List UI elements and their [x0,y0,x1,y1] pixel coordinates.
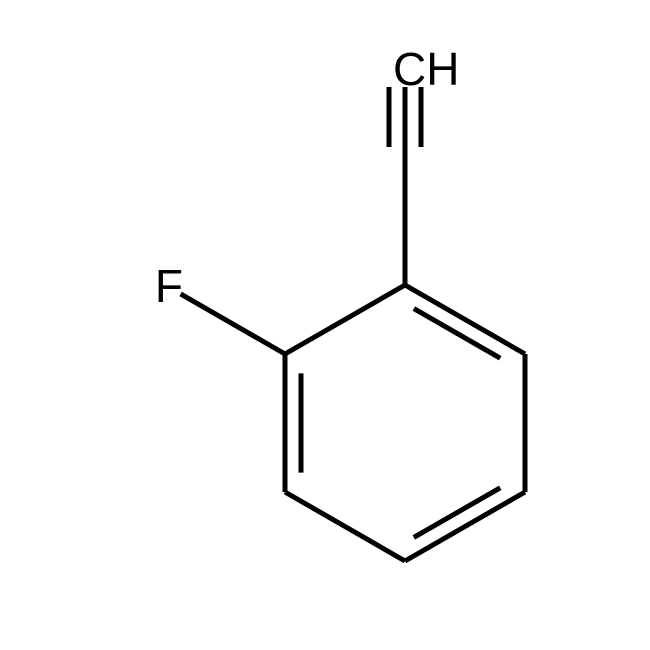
background [0,0,650,650]
atom-label-f: F [155,260,183,312]
chemical-structure-diagram: F CH [0,0,650,650]
atom-label-ch: CH [393,43,459,95]
